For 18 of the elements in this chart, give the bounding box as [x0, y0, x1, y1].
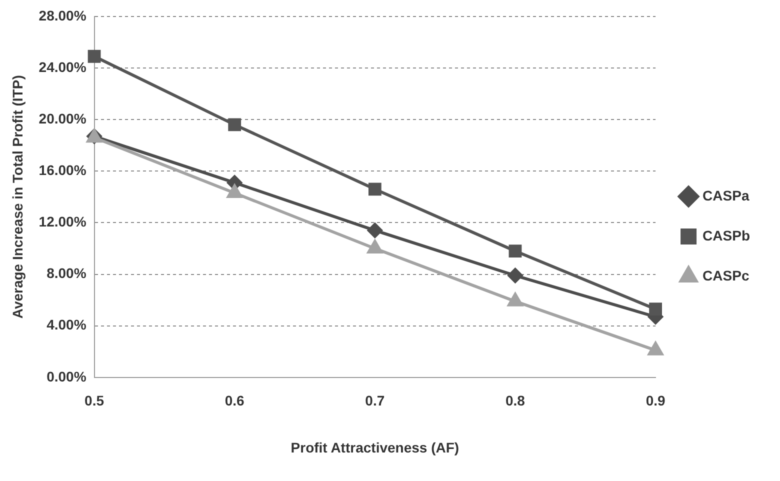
y-tick-label: 0.00% — [46, 368, 87, 384]
y-tick-label: 24.00% — [38, 58, 87, 75]
x-tick-label: 0.9 — [646, 392, 666, 409]
x-axis-title: Profit Attractiveness (AF) — [290, 439, 460, 456]
y-tick-label: 28.00% — [38, 7, 87, 24]
x-tick-label: 0.8 — [506, 392, 526, 409]
x-tick-label: 0.6 — [224, 392, 245, 409]
x-tick-label: 0.5 — [84, 392, 104, 409]
legend-label: CASPa — [702, 187, 750, 204]
x-tick-label: 0.7 — [365, 392, 385, 409]
y-tick-label: 20.00% — [38, 110, 87, 126]
y-tick-label: 4.00% — [46, 316, 87, 333]
y-tick-label: 12.00% — [38, 214, 87, 230]
y-tick-label: 16.00% — [38, 162, 87, 178]
legend-label: CASPc — [702, 267, 750, 284]
y-tick-label: 8.00% — [46, 265, 87, 282]
legend-label: CASPb — [702, 227, 750, 244]
y-axis-title: Average Increase in Total Profit (ITP) — [9, 75, 26, 319]
